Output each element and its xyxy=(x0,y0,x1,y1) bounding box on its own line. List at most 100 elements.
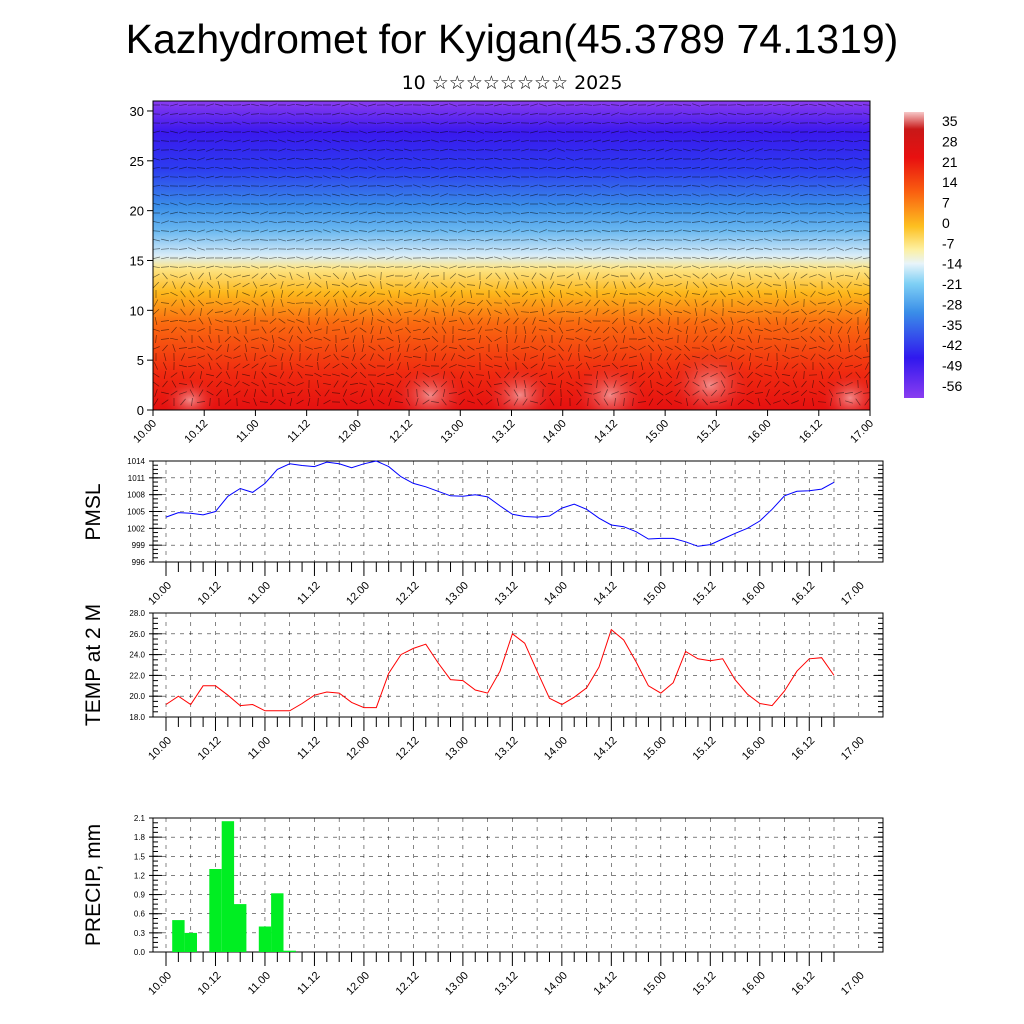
precip-y-tick-label: 2.1 xyxy=(134,814,146,823)
precip-x-tick-label: 11.00 xyxy=(246,970,273,997)
precip-x-tick-label: 14.12 xyxy=(592,970,620,998)
heatmap-x-tick-label: 17.00 xyxy=(848,418,876,446)
colorbar xyxy=(904,112,924,398)
pmsl-x-tick-label: 15.12 xyxy=(690,580,718,608)
precip-y-tick-label: 1.8 xyxy=(134,833,146,842)
colorbar-label: 7 xyxy=(942,195,950,211)
temp-x-tick-label: 16.00 xyxy=(740,735,768,763)
colorbar-label: -7 xyxy=(942,235,955,251)
pmsl-series-line xyxy=(165,460,835,547)
heatmap-x-tick-label: 12.00 xyxy=(336,418,364,446)
heatmap-x-tick-label: 16.00 xyxy=(746,418,774,446)
heatmap-warm-cores xyxy=(162,349,870,410)
precip-grid xyxy=(153,817,883,953)
temp-x-tick-label: 14.00 xyxy=(542,735,570,763)
colorbar-label: -35 xyxy=(942,317,962,333)
pmsl-x-tick-label: 16.12 xyxy=(789,580,817,608)
precip-x-tick-label: 16.12 xyxy=(789,970,817,998)
pmsl-x-tick-label: 12.00 xyxy=(344,580,372,608)
temp-x-tick-label: 15.12 xyxy=(690,735,718,763)
precip-x-tick-label: 15.12 xyxy=(690,970,718,998)
heatmap-x-tick-label: 16.12 xyxy=(797,418,825,446)
heatmap-warm-core xyxy=(572,361,648,410)
precip-x-tick-label: 17.00 xyxy=(839,970,867,998)
heatmap-y-tick-label: 15 xyxy=(130,253,144,268)
heatmap-y-tick-label: 10 xyxy=(130,303,144,318)
pmsl-x-tick-label: 16.00 xyxy=(740,580,768,608)
temp-y-tick-label: 20.0 xyxy=(129,692,145,701)
pmsl-y-tick-label: 996 xyxy=(132,558,146,567)
heatmap-x-tick-label: 15.12 xyxy=(695,418,723,446)
precip-x-tick-label: 16.00 xyxy=(740,970,768,998)
pmsl-x-tick-label: 17.00 xyxy=(839,580,867,608)
heatmap-wind-barbs xyxy=(153,103,870,407)
heatmap-x-tick-label: 13.12 xyxy=(490,418,518,446)
temp-x-tick-label: 17.00 xyxy=(839,735,867,763)
precip-bar xyxy=(209,869,222,952)
precip-bar xyxy=(234,904,247,952)
precip-bar xyxy=(221,821,235,952)
colorbar-label: 28 xyxy=(942,133,958,149)
temp-x-tick-label: 16.12 xyxy=(789,735,817,763)
temp-y-tick-label: 26.0 xyxy=(129,630,145,639)
colorbar-label: -56 xyxy=(942,378,962,394)
pmsl-x-tick-label: 10.12 xyxy=(196,580,224,608)
pmsl-frame xyxy=(152,460,884,563)
heatmap-y-tick-label: 20 xyxy=(130,204,144,219)
pmsl-y-tick-label: 1014 xyxy=(127,457,145,466)
heatmap-warm-core xyxy=(162,378,218,410)
heatmap-y-tick-label: 0 xyxy=(137,403,144,418)
precip-bar xyxy=(258,926,272,952)
pmsl-y-tick-label: 1005 xyxy=(127,508,145,517)
colorbar-label: 0 xyxy=(942,215,950,231)
heatmap-x-tick-label: 11.00 xyxy=(234,418,261,445)
precip-x-tick-label: 12.00 xyxy=(344,970,372,998)
precip-x-tick-label: 13.12 xyxy=(493,970,521,998)
temp-y-tick-label: 24.0 xyxy=(129,651,145,660)
heatmap-warm-core xyxy=(820,372,870,410)
pmsl-y-tick-label: 1002 xyxy=(127,524,145,533)
precip-x-tick-label: 10.00 xyxy=(146,970,174,998)
heatmap-y-tick-label: 5 xyxy=(137,353,144,368)
pmsl-grid xyxy=(153,460,883,563)
temp-x-tick-label: 15.00 xyxy=(641,735,669,763)
pmsl-x-tick-label: 14.12 xyxy=(592,580,620,608)
pmsl-x-tick-label: 14.00 xyxy=(542,580,570,608)
precip-bar xyxy=(184,932,197,952)
precip-y-tick-label: 0.0 xyxy=(134,948,146,957)
heatmap-x-tick-label: 14.12 xyxy=(592,418,620,446)
heatmap-x-tick-label: 11.12 xyxy=(285,418,312,445)
precip-x-tick-label: 11.12 xyxy=(295,970,322,997)
precip-bar xyxy=(283,950,296,952)
temp-series-line xyxy=(165,628,835,712)
pmsl-x-tick-label: 13.00 xyxy=(443,580,471,608)
pmsl-x-tick-label: 11.12 xyxy=(295,580,322,607)
pmsl-x-tick-label: 11.00 xyxy=(246,580,273,607)
pmsl-x-tick-label: 12.12 xyxy=(394,580,422,608)
precip-y-tick-label: 0.6 xyxy=(134,910,146,919)
temp-x-tick-label: 13.00 xyxy=(443,735,471,763)
heatmap-y-tick-label: 30 xyxy=(130,104,144,119)
colorbar-label: -42 xyxy=(942,337,962,353)
pmsl-y-tick-label: 999 xyxy=(132,541,146,550)
pmsl-ylabel: PMSL xyxy=(82,483,105,540)
temp-x-tick-label: 12.12 xyxy=(394,735,422,763)
heatmap-field xyxy=(153,101,870,410)
colorbar-label: 21 xyxy=(942,154,958,170)
precip-x-tick-label: 14.00 xyxy=(542,970,570,998)
heatmap-y-tick-label: 25 xyxy=(130,154,144,169)
heatmap-warm-core xyxy=(392,365,468,410)
precip-y-tick-label: 1.5 xyxy=(134,852,146,861)
chart-title: Kazhydromet for Kyigan(45.3789 74.1319) xyxy=(125,16,899,62)
temp-x-tick-label: 11.12 xyxy=(295,735,322,762)
heatmap-x-tick-label: 10.00 xyxy=(131,418,159,446)
precip-x-tick-label: 13.00 xyxy=(443,970,471,998)
wind-barb-path xyxy=(153,103,870,407)
temp-x-tick-label: 10.12 xyxy=(196,735,224,763)
temp-x-tick-label: 13.12 xyxy=(493,735,521,763)
precip-bar xyxy=(271,893,284,952)
precip-y-tick-label: 1.2 xyxy=(134,871,146,880)
precip-bar xyxy=(172,920,185,952)
temp-y-tick-label: 28.0 xyxy=(129,609,145,618)
